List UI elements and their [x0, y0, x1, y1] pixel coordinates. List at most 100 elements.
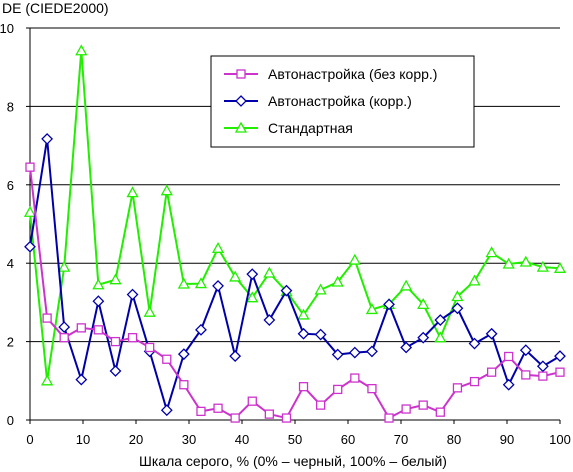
data-point — [263, 314, 276, 326]
x-tick-label: 10 — [76, 432, 90, 447]
data-point — [502, 257, 515, 269]
data-point — [553, 261, 567, 273]
x-tick-label: 50 — [288, 432, 302, 447]
data-point — [212, 280, 224, 292]
data-point — [297, 327, 310, 340]
axes — [26, 27, 561, 424]
data-point — [160, 184, 173, 196]
data-point — [435, 407, 445, 417]
data-point — [25, 162, 35, 172]
data-point — [400, 341, 413, 354]
data-point — [194, 277, 208, 289]
data-point — [264, 409, 274, 419]
data-point — [110, 336, 121, 347]
data-point — [316, 400, 326, 410]
data-point — [384, 413, 394, 423]
data-point — [177, 277, 190, 289]
x-tick-label: 70 — [394, 432, 408, 447]
x-axis-title: Шкала серого, % (0% – черный, 100% – бел… — [139, 453, 447, 469]
data-point — [177, 348, 190, 361]
data-point — [485, 327, 498, 340]
data-point — [486, 367, 497, 377]
data-point — [109, 273, 122, 285]
y-tick-label: 2 — [7, 335, 14, 350]
data-point — [143, 305, 156, 317]
data-point — [297, 308, 310, 320]
y-tick-label: 0 — [7, 413, 14, 428]
data-point — [229, 350, 242, 363]
data-point — [263, 266, 276, 278]
data-point — [280, 284, 293, 297]
data-point — [179, 380, 189, 390]
data-point — [298, 382, 309, 392]
data-point — [59, 333, 69, 343]
y-tick-label: 6 — [7, 178, 14, 193]
series-line — [29, 138, 561, 414]
data-point — [145, 342, 155, 353]
data-point — [126, 288, 139, 301]
data-point — [58, 260, 71, 272]
x-tick-label: 80 — [447, 432, 461, 447]
y-tick-label: 4 — [7, 256, 14, 271]
data-point — [92, 278, 105, 290]
y-axis-title: DE (CIEDE2000) — [2, 0, 109, 16]
series-2 — [24, 133, 566, 417]
data-point — [41, 374, 54, 386]
data-point — [348, 346, 361, 359]
data-point — [417, 298, 430, 310]
data-point — [452, 383, 463, 393]
data-point — [434, 331, 447, 343]
data-point — [504, 351, 514, 362]
data-point — [468, 337, 481, 350]
data-point — [383, 298, 395, 311]
data-point — [468, 274, 481, 286]
series-3 — [23, 44, 567, 386]
data-point — [58, 321, 71, 334]
legend-label: Автонастройка (без корр.) — [268, 66, 437, 82]
data-point — [195, 323, 207, 336]
data-point — [162, 354, 172, 364]
series-1 — [25, 162, 565, 423]
legend-swatch-marker — [234, 121, 248, 133]
data-point — [93, 325, 104, 335]
data-point — [485, 246, 498, 258]
data-point — [536, 360, 549, 373]
data-point — [230, 413, 240, 423]
data-point — [127, 333, 138, 343]
x-tick-label: 60 — [341, 432, 355, 447]
x-tick-label: 20 — [129, 432, 143, 447]
data-point — [521, 370, 531, 380]
data-point — [42, 313, 52, 323]
x-tick-label: 90 — [500, 432, 514, 447]
data-point — [246, 291, 259, 303]
data-point — [281, 413, 292, 423]
data-point — [109, 365, 122, 377]
data-point — [247, 396, 257, 406]
data-point — [314, 283, 327, 295]
data-point — [555, 367, 565, 377]
data-point — [348, 253, 361, 265]
data-point — [331, 348, 344, 361]
data-point — [333, 384, 343, 395]
data-point — [211, 241, 225, 253]
data-point — [451, 290, 464, 302]
data-point — [331, 275, 344, 287]
data-point — [367, 383, 377, 394]
x-tick-labels: 0 10 20 30 40 50 60 70 80 90 100 — [26, 432, 570, 447]
y-tick-labels: 0 2 4 6 8 10 — [0, 21, 14, 428]
data-point — [350, 373, 360, 383]
data-point — [469, 376, 480, 387]
data-point — [314, 328, 327, 341]
data-point — [538, 371, 548, 381]
x-tick-label: 40 — [235, 432, 249, 447]
data-point — [92, 295, 105, 308]
data-point — [502, 378, 515, 391]
data-point — [519, 255, 532, 267]
data-point — [434, 314, 447, 326]
data-point — [75, 373, 88, 386]
x-tick-label: 100 — [549, 432, 571, 447]
x-tick-label: 30 — [182, 432, 196, 447]
data-point — [229, 270, 242, 282]
legend: Автонастройка (без корр.) Автонастройка (… — [210, 55, 475, 148]
